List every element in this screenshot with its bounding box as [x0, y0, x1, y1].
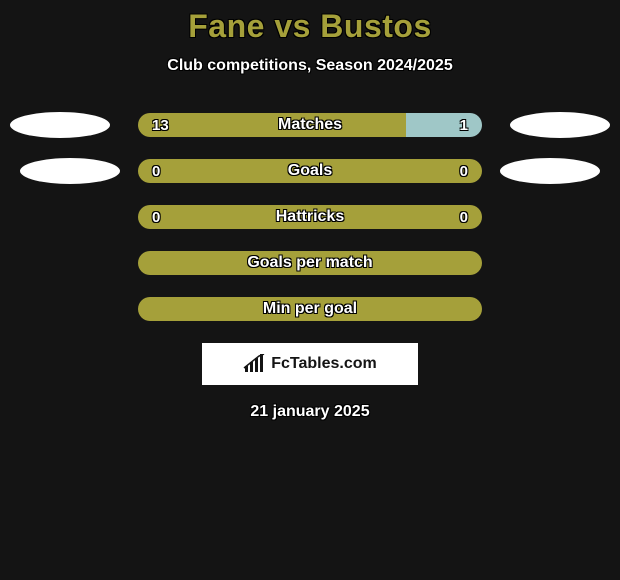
vs-text: vs: [274, 8, 311, 44]
bar-right-fill: [406, 113, 482, 137]
stat-value-right: 1: [460, 117, 468, 134]
stat-bar: 0 Goals 0: [138, 159, 482, 183]
comparison-card: Fane vs Bustos Club competitions, Season…: [0, 0, 620, 421]
stat-label: Goals: [288, 162, 332, 180]
stat-label: Min per goal: [263, 300, 357, 318]
stat-bar: Min per goal: [138, 297, 482, 321]
bar-left-fill: [138, 113, 406, 137]
stat-value-left: 0: [152, 209, 160, 226]
player1-name: Fane: [188, 8, 265, 44]
player2-marker: [500, 158, 600, 184]
stat-bar: Goals per match: [138, 251, 482, 275]
stat-row: Min per goal: [0, 297, 620, 321]
stat-row: 13 Matches 1: [0, 113, 620, 137]
source-text: FcTables.com: [271, 355, 377, 373]
chart-icon: [243, 354, 267, 374]
player2-marker: [510, 112, 610, 138]
player1-marker: [10, 112, 110, 138]
player2-name: Bustos: [320, 8, 431, 44]
stat-value-left: 0: [152, 163, 160, 180]
stat-label: Hattricks: [276, 208, 344, 226]
stats-list: 13 Matches 1 0 Goals 0 0 Hattricks 0 Goals per ma…: [0, 113, 620, 321]
stat-row: 0 Goals 0: [0, 159, 620, 183]
stat-bar: 0 Hattricks 0: [138, 205, 482, 229]
player1-marker: [20, 158, 120, 184]
date-text: 21 january 2025: [0, 403, 620, 421]
stat-value-right: 0: [460, 163, 468, 180]
stat-row: Goals per match: [0, 251, 620, 275]
source-badge: FcTables.com: [202, 343, 418, 385]
stat-value-right: 0: [460, 209, 468, 226]
stat-row: 0 Hattricks 0: [0, 205, 620, 229]
subtitle: Club competitions, Season 2024/2025: [0, 57, 620, 75]
stat-value-left: 13: [152, 117, 169, 134]
stat-label: Goals per match: [247, 254, 372, 272]
stat-label: Matches: [278, 116, 342, 134]
stat-bar: 13 Matches 1: [138, 113, 482, 137]
page-title: Fane vs Bustos: [0, 8, 620, 45]
